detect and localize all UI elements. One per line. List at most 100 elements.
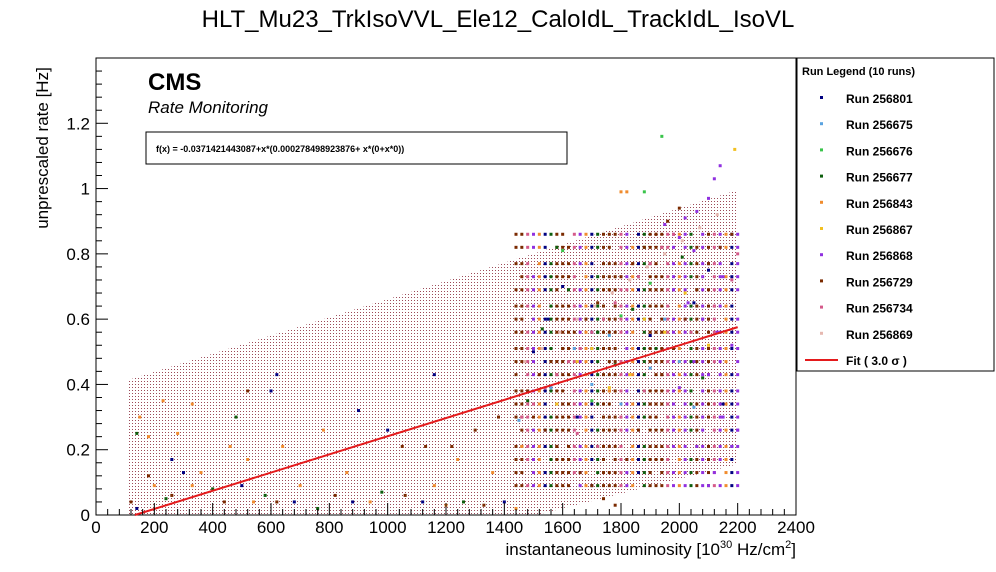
- data-point: [625, 232, 629, 236]
- y-tick-label: 0: [81, 506, 90, 525]
- data-point: [642, 444, 646, 448]
- data-point: [555, 402, 559, 406]
- legend-label: Run 256868: [846, 249, 913, 263]
- data-point: [712, 360, 716, 364]
- data-point: [567, 444, 570, 448]
- data-point: [701, 347, 705, 351]
- data-point: [526, 304, 530, 308]
- data-point: [619, 275, 623, 279]
- data-point: [707, 245, 710, 249]
- data-point: [572, 275, 576, 279]
- data-points: [129, 134, 740, 510]
- data-point: [721, 402, 725, 406]
- data-point: [298, 484, 302, 488]
- data-point: [730, 330, 734, 334]
- data-point: [240, 484, 244, 488]
- data-point: [602, 317, 605, 321]
- data-point: [590, 288, 594, 292]
- data-point: [715, 330, 719, 334]
- data-point: [129, 500, 133, 504]
- data-point: [718, 245, 722, 249]
- data-point: [613, 360, 617, 364]
- data-point: [736, 330, 740, 334]
- data-point: [549, 428, 553, 432]
- data-point: [648, 281, 652, 285]
- data-point: [575, 360, 579, 364]
- data-point: [707, 484, 710, 488]
- data-point: [596, 458, 600, 462]
- data-point: [730, 389, 734, 393]
- data-point: [526, 444, 530, 448]
- data-point: [683, 232, 687, 236]
- data-point: [590, 317, 594, 321]
- data-point: [672, 402, 675, 406]
- data-point: [718, 428, 722, 432]
- data-point: [654, 262, 658, 266]
- data-point: [555, 304, 559, 308]
- data-point: [555, 428, 559, 432]
- data-point: [663, 222, 667, 226]
- data-point: [637, 262, 640, 266]
- data-point: [683, 245, 687, 249]
- data-point: [642, 245, 646, 249]
- data-point: [523, 360, 527, 364]
- data-point: [596, 373, 600, 377]
- data-point: [707, 262, 710, 266]
- data-point: [520, 304, 524, 308]
- data-point: [424, 444, 428, 448]
- data-point: [648, 428, 652, 432]
- data-point: [578, 262, 582, 266]
- data-point: [161, 399, 165, 403]
- data-point: [502, 500, 506, 504]
- data-point: [707, 343, 710, 347]
- data-point: [625, 458, 629, 462]
- data-point: [637, 389, 640, 393]
- data-point: [561, 249, 565, 253]
- x-axis-title-sup2: 2: [785, 539, 791, 551]
- data-point: [543, 275, 547, 279]
- data-point: [532, 275, 535, 279]
- data-point: [607, 330, 611, 334]
- data-point: [561, 275, 565, 279]
- data-point: [619, 314, 623, 318]
- data-point: [170, 458, 174, 462]
- data-point: [584, 402, 588, 406]
- data-point: [613, 301, 617, 305]
- data-point: [572, 458, 576, 462]
- data-point: [537, 275, 541, 279]
- data-point: [561, 458, 565, 462]
- data-point: [590, 304, 594, 308]
- x-tick-label: 2000: [660, 518, 698, 537]
- data-point: [660, 245, 664, 249]
- data-point: [648, 304, 652, 308]
- data-point: [736, 275, 740, 279]
- data-point: [532, 444, 535, 448]
- data-point: [695, 373, 699, 377]
- data-point: [543, 389, 547, 393]
- data-point: [695, 471, 699, 475]
- data-point: [607, 471, 611, 475]
- data-point: [532, 373, 535, 377]
- data-point: [619, 471, 623, 475]
- data-point: [672, 262, 675, 266]
- data-point: [368, 500, 372, 504]
- data-point: [625, 190, 629, 194]
- data-point: [543, 428, 547, 432]
- data-point: [660, 360, 664, 364]
- data-point: [537, 402, 541, 406]
- data-point: [631, 245, 635, 249]
- data-point: [642, 471, 646, 475]
- data-point: [607, 444, 611, 448]
- data-point: [730, 458, 734, 462]
- data-point: [701, 317, 705, 321]
- data-point: [686, 301, 690, 305]
- data-point: [712, 177, 716, 181]
- data-point: [707, 360, 710, 364]
- data-point: [561, 245, 565, 249]
- data-point: [736, 471, 740, 475]
- data-point: [572, 389, 576, 393]
- data-point: [345, 471, 349, 475]
- data-point: [712, 347, 716, 351]
- data-point: [712, 304, 716, 308]
- data-point: [689, 484, 693, 488]
